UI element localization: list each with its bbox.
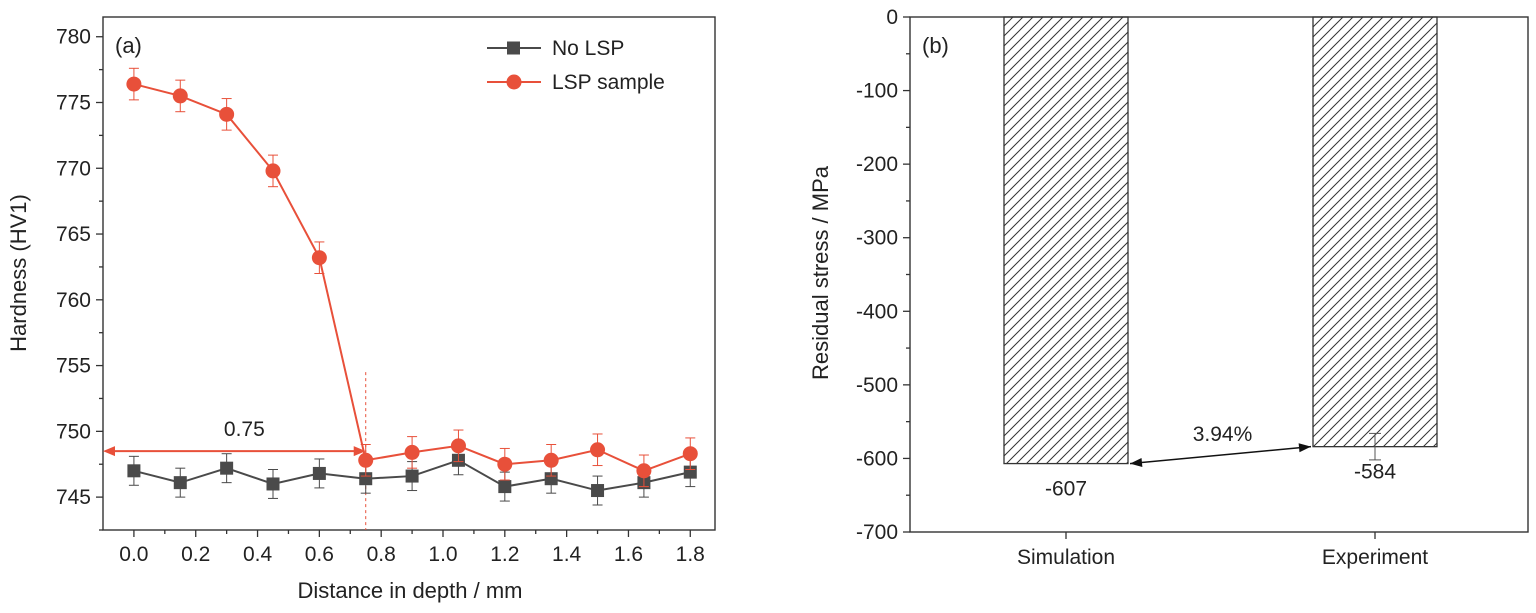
difference-arrow-line xyxy=(1129,445,1312,465)
x-tick-label-a: 0.6 xyxy=(305,543,334,566)
data-point xyxy=(682,446,698,462)
residual-stress-chart: -607 -584 0 -100 -200 -300 -400 -500 -600 -700 S… xyxy=(808,6,1529,569)
x-tick-label-a: 1.6 xyxy=(614,543,643,566)
data-point xyxy=(311,250,327,266)
data-point xyxy=(220,461,234,475)
hardness-chart: 745 750 755 760 765 770 775 780 0.0 0.2 0.4 0.6 0.8… xyxy=(6,16,716,603)
data-point xyxy=(266,477,280,491)
data-point xyxy=(544,472,558,486)
data-point xyxy=(126,76,142,92)
y-tick-label-a: 750 xyxy=(56,420,91,443)
difference-label: 3.94% xyxy=(1193,423,1253,446)
y-tick-label-b: -300 xyxy=(856,227,898,250)
y-tick-label-a: 770 xyxy=(56,157,91,180)
legend-a: No LSP LSP sample xyxy=(487,37,665,94)
y-tick-label-a: 760 xyxy=(56,289,91,312)
x-axis-a: 0.0 0.2 0.4 0.6 0.8 1.0 1.2 1.4 1.6 1.8 xyxy=(119,530,705,566)
bar-simulation xyxy=(1003,16,1129,465)
legend-label-no-lsp: No LSP xyxy=(552,37,624,60)
x-tick-label-a: 1.2 xyxy=(490,543,519,566)
data-point xyxy=(219,106,235,122)
y-tick-label-b: -200 xyxy=(856,153,898,176)
legend-label-lsp-sample: LSP sample xyxy=(552,71,665,94)
data-point xyxy=(172,88,188,104)
series-lsp-sample xyxy=(126,67,698,488)
data-point xyxy=(498,480,512,494)
y-tick-label-b: -100 xyxy=(856,80,898,103)
series-line xyxy=(133,83,691,472)
data-point xyxy=(312,466,326,480)
bars-group-b: -607 -584 xyxy=(1003,16,1438,501)
category-label: Experiment xyxy=(1322,546,1428,569)
category-label: Simulation xyxy=(1017,546,1115,569)
x-axis-title-a: Distance in depth / mm xyxy=(298,578,523,603)
y-tick-label-a: 755 xyxy=(56,355,91,378)
data-point xyxy=(173,476,187,490)
data-point xyxy=(590,442,606,458)
series-group-a xyxy=(126,67,698,506)
y-axis-a: 745 750 755 760 765 770 775 780 xyxy=(56,26,103,531)
y-tick-label-b: -400 xyxy=(856,300,898,323)
y-axis-b: 0 -100 -200 -300 -400 -500 -600 -700 xyxy=(856,6,910,544)
x-tick-label-a: 1.0 xyxy=(428,543,457,566)
difference-annotation: 3.94% xyxy=(1129,423,1312,467)
depth-arrow-head-right xyxy=(353,446,366,457)
plot-frame-a xyxy=(102,16,716,531)
bar-experiment xyxy=(1312,16,1438,448)
y-tick-label-a: 775 xyxy=(56,92,91,115)
y-tick-label-a: 745 xyxy=(56,486,91,509)
y-axis-title-a: Hardness (HV1) xyxy=(6,194,31,352)
y-tick-label-b: -600 xyxy=(856,447,898,470)
x-tick-label-a: 1.4 xyxy=(552,543,582,566)
panel-label-a: (a) xyxy=(115,33,142,58)
x-axis-b: Simulation Experiment xyxy=(1017,532,1428,569)
x-tick-label-a: 0.2 xyxy=(181,543,210,566)
y-tick-label-b: -700 xyxy=(856,521,898,544)
depth-annotation-label: 0.75 xyxy=(224,418,265,441)
legend-marker-lsp-sample xyxy=(506,74,522,90)
data-point xyxy=(636,463,652,479)
y-axis-title-b: Residual stress / MPa xyxy=(808,165,833,380)
data-point xyxy=(683,465,697,479)
data-point xyxy=(359,472,373,486)
x-tick-label-a: 0.8 xyxy=(367,543,396,566)
data-point xyxy=(404,444,420,460)
x-tick-label-a: 0.0 xyxy=(119,543,148,566)
legend-marker-no-lsp xyxy=(507,41,520,55)
y-tick-label-b: 0 xyxy=(886,6,898,29)
data-point xyxy=(405,469,419,483)
y-tick-label-a: 780 xyxy=(56,26,91,49)
bar-value-label: -584 xyxy=(1354,461,1396,484)
y-tick-label-a: 765 xyxy=(56,223,91,246)
data-point xyxy=(265,163,281,179)
data-point xyxy=(450,438,466,454)
x-tick-label-a: 0.4 xyxy=(243,543,273,566)
depth-arrow-head-left xyxy=(103,446,115,457)
data-point xyxy=(591,484,605,498)
data-point xyxy=(127,464,141,478)
difference-arrow-head-right xyxy=(1298,443,1311,453)
y-tick-label-b: -500 xyxy=(856,374,898,397)
data-point xyxy=(358,452,374,468)
panel-label-b: (b) xyxy=(922,33,949,58)
bar-value-label: -607 xyxy=(1045,478,1087,501)
data-point xyxy=(497,456,513,472)
difference-arrow-head-left xyxy=(1130,457,1143,467)
data-point xyxy=(543,452,559,468)
x-tick-label-a: 1.8 xyxy=(676,543,705,566)
depth-annotation: 0.75 xyxy=(103,372,367,530)
